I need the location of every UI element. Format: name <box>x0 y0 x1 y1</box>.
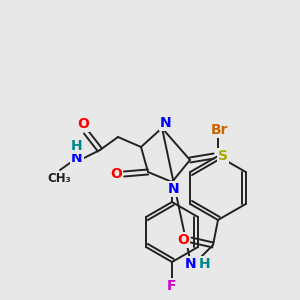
Text: N: N <box>168 182 180 196</box>
Text: O: O <box>77 117 89 131</box>
Text: N: N <box>185 257 197 271</box>
Text: O: O <box>110 167 122 181</box>
Text: N: N <box>71 151 83 165</box>
Text: CH₃: CH₃ <box>47 172 71 185</box>
Text: S: S <box>218 149 228 163</box>
Text: Br: Br <box>211 123 229 137</box>
Text: H: H <box>199 257 211 271</box>
Text: H: H <box>71 139 83 153</box>
Text: N: N <box>160 116 172 130</box>
Text: F: F <box>167 279 177 293</box>
Text: O: O <box>177 233 189 247</box>
